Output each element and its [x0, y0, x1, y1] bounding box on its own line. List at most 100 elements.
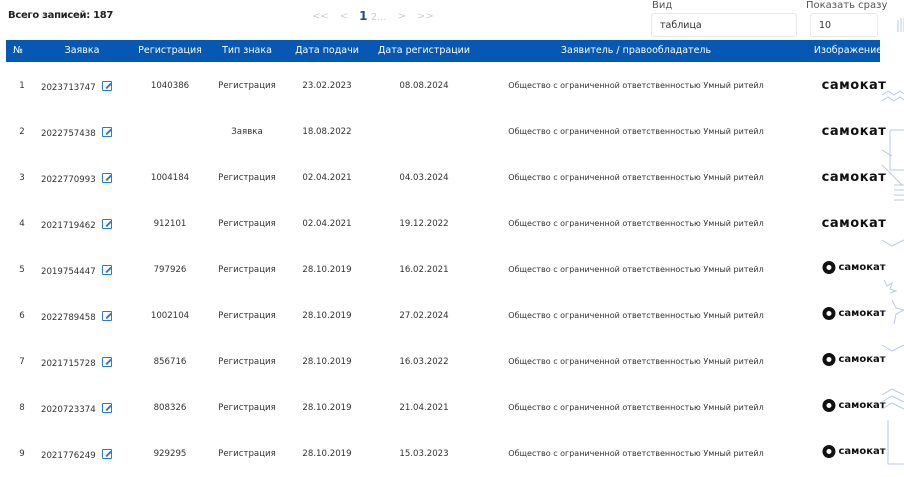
registration-number: 797926: [153, 265, 187, 275]
registration-number: 856716: [153, 357, 187, 367]
trademark-image[interactable]: самокат: [821, 216, 887, 231]
applicant: Общество с ограниченной ответственностью…: [508, 403, 764, 412]
filing-date: 28.10.2019: [302, 311, 352, 321]
application-cell: 2020723374: [41, 403, 112, 415]
row-number: 5: [19, 265, 25, 275]
first-page-button[interactable]: <<: [312, 10, 329, 22]
external-link-icon[interactable]: [101, 81, 112, 91]
application-number: 2021715728: [41, 359, 96, 369]
external-link-icon[interactable]: [101, 173, 112, 183]
mark-type: Регистрация: [218, 357, 276, 367]
application-number: 2022757438: [41, 129, 96, 139]
external-link-icon[interactable]: [101, 265, 112, 275]
prev-page-button[interactable]: <: [339, 10, 349, 22]
next-page-button[interactable]: >: [397, 10, 406, 22]
external-link-icon[interactable]: [101, 403, 112, 413]
row-number: 8: [19, 403, 25, 413]
col-filing-date[interactable]: Дата подачи: [295, 45, 359, 56]
trademark-image[interactable]: самокат: [822, 353, 886, 366]
applicant: Общество с ограниченной ответственностью…: [508, 357, 764, 366]
trademark-image[interactable]: самокат: [822, 307, 886, 320]
filing-date: 28.10.2019: [302, 449, 352, 459]
table-row[interactable]: 3 2022770993 1004184 Регистрация 02.04.2…: [6, 155, 886, 201]
filing-date: 02.04.2021: [302, 173, 352, 183]
applicant: Общество с ограниченной ответственностью…: [508, 265, 764, 274]
row-number: 1: [19, 81, 25, 91]
table-row[interactable]: 7 2021715728 856716 Регистрация 28.10.20…: [6, 339, 886, 385]
table-row[interactable]: 6 2022789458 1002104 Регистрация 28.10.2…: [6, 293, 886, 339]
total-records: Всего записей: 187: [8, 10, 114, 21]
registration-number: 929295: [153, 449, 187, 459]
table-row[interactable]: 8 2020723374 808326 Регистрация 28.10.20…: [6, 385, 886, 431]
applicant: Общество с ограниченной ответственностью…: [508, 219, 764, 228]
application-cell: 2019754447: [41, 265, 112, 277]
application-cell: 2023713747: [41, 81, 112, 93]
trademark-image[interactable]: самокат: [821, 124, 887, 139]
external-link-icon[interactable]: [101, 127, 112, 137]
mark-type: Регистрация: [218, 219, 276, 229]
applicant: Общество с ограниченной ответственностью…: [508, 81, 764, 90]
table-row[interactable]: 2 2022757438 Заявка 18.08.2022 Общество …: [6, 109, 886, 155]
external-link-icon[interactable]: [101, 311, 112, 321]
applicant: Общество с ограниченной ответственностью…: [508, 173, 764, 182]
registration-number: 1002104: [150, 311, 190, 321]
registration-date: 16.03.2022: [399, 357, 449, 367]
registration-date: 08.08.2024: [399, 81, 449, 91]
filing-date: 28.10.2019: [302, 265, 352, 275]
col-applicant[interactable]: Заявитель / правообладатель: [560, 45, 712, 56]
registration-number: 1040386: [150, 81, 190, 91]
col-application[interactable]: Заявка: [64, 45, 100, 56]
application-number: 2021776249: [41, 451, 96, 461]
registration-number: 1004184: [150, 173, 190, 183]
application-number: 2021719462: [41, 221, 96, 231]
logo-circle-icon: [822, 353, 836, 366]
filing-date: 23.02.2023: [302, 81, 352, 91]
application-number: 2023713747: [41, 83, 96, 93]
row-number: 3: [19, 173, 25, 183]
application-number: 2019754447: [41, 267, 96, 277]
row-number: 9: [19, 449, 25, 459]
registration-date: 19.12.2022: [399, 219, 449, 229]
filing-date: 28.10.2019: [302, 403, 352, 413]
application-number: 2020723374: [41, 405, 96, 415]
view-select[interactable]: таблица: [651, 13, 797, 37]
trademark-image[interactable]: самокат: [822, 445, 886, 458]
registration-date: 21.04.2021: [399, 403, 449, 413]
external-link-icon[interactable]: [101, 219, 112, 229]
application-cell: 2021715728: [41, 357, 112, 369]
logo-circle-icon: [822, 307, 836, 320]
mark-type: Регистрация: [218, 81, 276, 91]
pagination: << < 1 2... > >>: [312, 9, 434, 23]
col-registration[interactable]: Регистрация: [138, 45, 202, 56]
filing-date: 18.08.2022: [302, 127, 352, 137]
table-row[interactable]: 5 2019754447 797926 Регистрация 28.10.20…: [6, 247, 886, 293]
show-count-select[interactable]: 10: [810, 13, 878, 37]
table-row[interactable]: 4 2021719462 912101 Регистрация 02.04.20…: [6, 201, 886, 247]
col-registration-date[interactable]: Дата регистрации: [377, 45, 471, 56]
decorative-pattern: [881, 18, 904, 465]
application-cell: 2021719462: [41, 219, 112, 231]
logo-circle-icon: [822, 261, 836, 274]
row-number: 2: [19, 127, 25, 137]
table-row[interactable]: 1 2023713747 1040386 Регистрация 23.02.2…: [6, 63, 886, 109]
trademark-image[interactable]: самокат: [821, 78, 887, 93]
external-link-icon[interactable]: [101, 357, 112, 367]
trademark-image[interactable]: самокат: [821, 170, 887, 185]
trademark-image[interactable]: самокат: [822, 399, 886, 412]
row-number: 6: [19, 311, 25, 321]
col-image: Изображение: [813, 45, 883, 56]
col-mark-type[interactable]: Тип знака: [222, 45, 272, 56]
current-page[interactable]: 1: [359, 9, 368, 23]
page-2-link[interactable]: 2...: [370, 12, 387, 23]
last-page-button[interactable]: >>: [417, 10, 434, 22]
registration-date: 16.02.2021: [399, 265, 449, 275]
mark-type: Регистрация: [218, 265, 276, 275]
external-link-icon[interactable]: [101, 449, 112, 459]
table-row[interactable]: 9 2021776249 929295 Регистрация 28.10.20…: [6, 431, 886, 477]
registration-number: 912101: [153, 219, 187, 229]
trademark-image[interactable]: самокат: [822, 261, 886, 274]
applicant: Общество с ограниченной ответственностью…: [508, 311, 764, 320]
application-cell: 2022770993: [41, 173, 112, 185]
col-number: №: [13, 45, 23, 56]
row-number: 7: [19, 357, 25, 367]
